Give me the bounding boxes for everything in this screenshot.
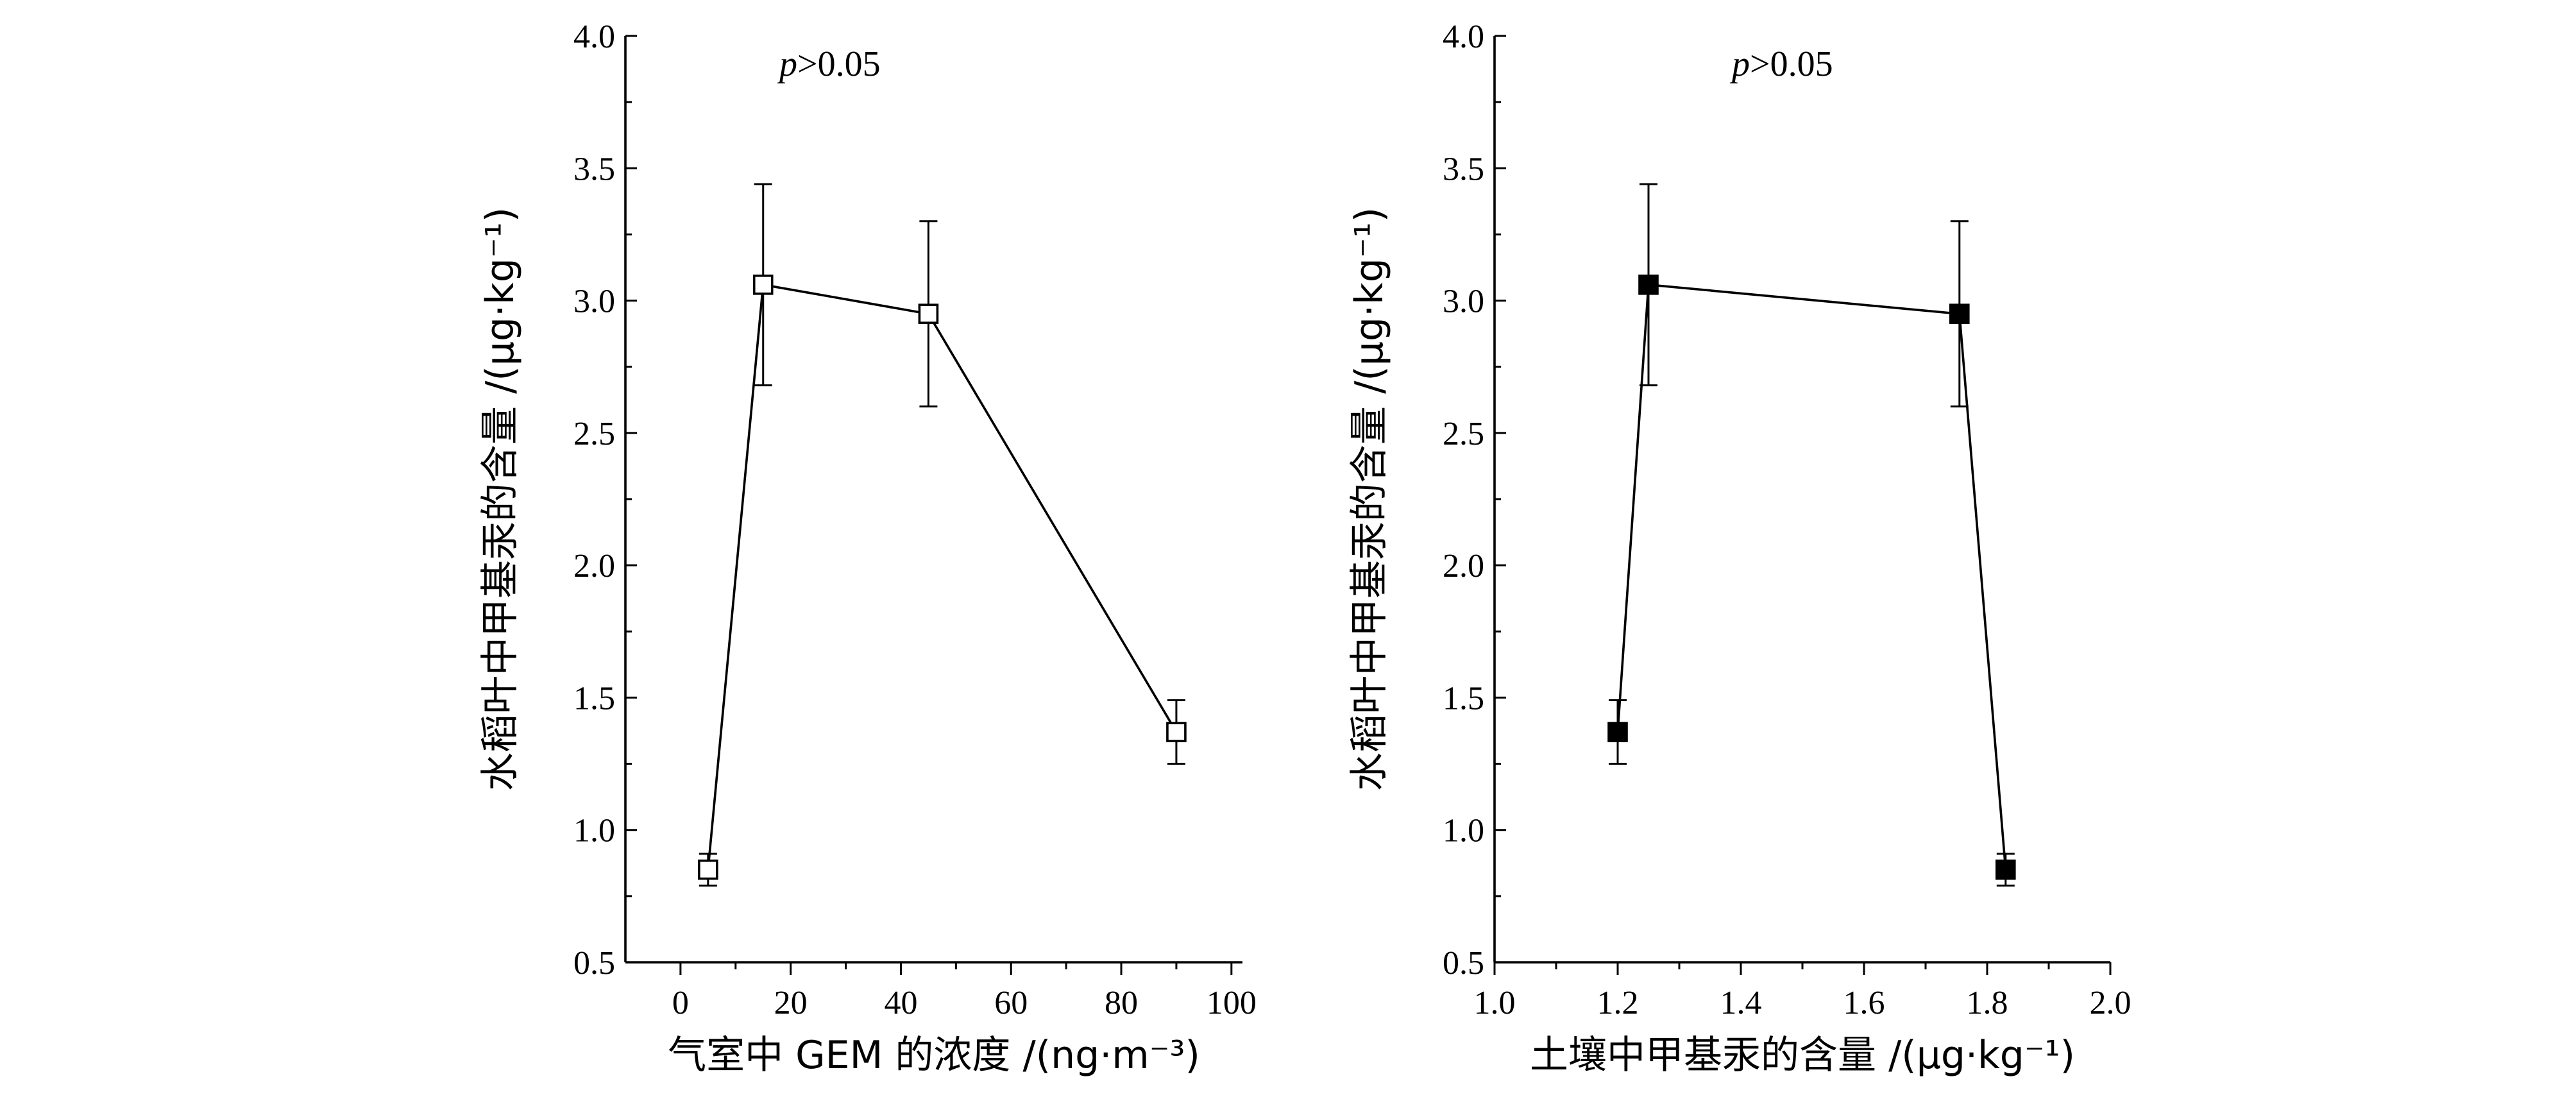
x-tick-label: 1.4 bbox=[1720, 985, 1762, 1021]
y-tick-label: 3.0 bbox=[1443, 284, 1484, 320]
y-tick-label: 2.0 bbox=[1443, 548, 1484, 584]
y-tick-label: 3.0 bbox=[573, 284, 615, 320]
x-tick-label: 100 bbox=[1207, 985, 1257, 1021]
x-tick-label: 80 bbox=[1105, 985, 1138, 1021]
y-tick-label: 3.5 bbox=[573, 151, 615, 187]
x-axis-title: 气室中 GEM 的浓度 /(ng·m⁻³) bbox=[668, 1033, 1200, 1078]
series-line bbox=[1616, 283, 2007, 870]
left-chart-panel: 0.5 1.0 1.5 2.0 2.5 3.0 3.5 4.0 0 20 40 60 80 100气室中 … bbox=[478, 19, 1257, 1078]
p-threshold: >0.05 bbox=[1750, 44, 1833, 84]
x-tick-label: 1.2 bbox=[1597, 985, 1639, 1021]
x-tick-label: 20 bbox=[774, 985, 808, 1021]
y-tick-label: 2.0 bbox=[573, 548, 615, 584]
data-point bbox=[698, 859, 718, 880]
y-tick-label: 1.0 bbox=[573, 813, 615, 849]
x-tick-label: 1.8 bbox=[1967, 985, 2008, 1021]
y-axis-title: 水稻叶中甲基汞的含量 /(μg·kg⁻¹) bbox=[478, 207, 523, 791]
right-chart-panel: 0.51.01.52.02.53.03.54.01.0 1.2 1.4 1.6 1.8 2… bbox=[1347, 19, 2131, 1078]
series-line bbox=[707, 283, 1178, 870]
y-tick-label: 1.0 bbox=[1443, 813, 1484, 849]
y-tick-label: 3.5 bbox=[1443, 151, 1484, 187]
data-point bbox=[1996, 859, 2016, 880]
y-tick-label: 4.0 bbox=[1443, 19, 1484, 55]
y-tick-label: 2.5 bbox=[573, 416, 615, 452]
x-tick-label: 60 bbox=[994, 985, 1028, 1021]
x-tick-label: 1.6 bbox=[1843, 985, 1885, 1021]
x-tick-label: 40 bbox=[884, 985, 917, 1021]
y-tick-label: 0.5 bbox=[573, 945, 615, 982]
x-tick-label: 2.0 bbox=[2090, 985, 2131, 1021]
significance-annotation: p>0.05 bbox=[1729, 44, 1833, 84]
x-tick-label: 1.0 bbox=[1474, 985, 1516, 1021]
x-axis-title: 土壤中甲基汞的含量 /(μg·kg⁻¹) bbox=[1530, 1033, 2075, 1078]
y-tick-label: 2.5 bbox=[1443, 416, 1484, 452]
p-symbol: p bbox=[777, 44, 797, 84]
p-threshold: >0.05 bbox=[797, 44, 881, 84]
data-point bbox=[752, 275, 774, 295]
x-tick-label: 0 bbox=[672, 985, 689, 1021]
y-tick-label: 1.5 bbox=[1443, 680, 1484, 717]
p-symbol: p bbox=[1729, 44, 1750, 84]
data-point bbox=[918, 303, 939, 325]
data-point bbox=[1607, 722, 1628, 742]
y-tick-label: 0.5 bbox=[1443, 945, 1484, 982]
y-tick-label: 1.5 bbox=[573, 680, 615, 717]
significance-annotation: p>0.05 bbox=[777, 44, 881, 84]
data-point bbox=[1166, 722, 1187, 742]
data-point bbox=[1638, 275, 1659, 295]
data-point bbox=[1949, 303, 1970, 325]
y-axis-title: 水稻叶中甲基汞的含量 /(μg·kg⁻¹) bbox=[1347, 207, 1392, 791]
y-tick-label: 4.0 bbox=[573, 19, 615, 55]
